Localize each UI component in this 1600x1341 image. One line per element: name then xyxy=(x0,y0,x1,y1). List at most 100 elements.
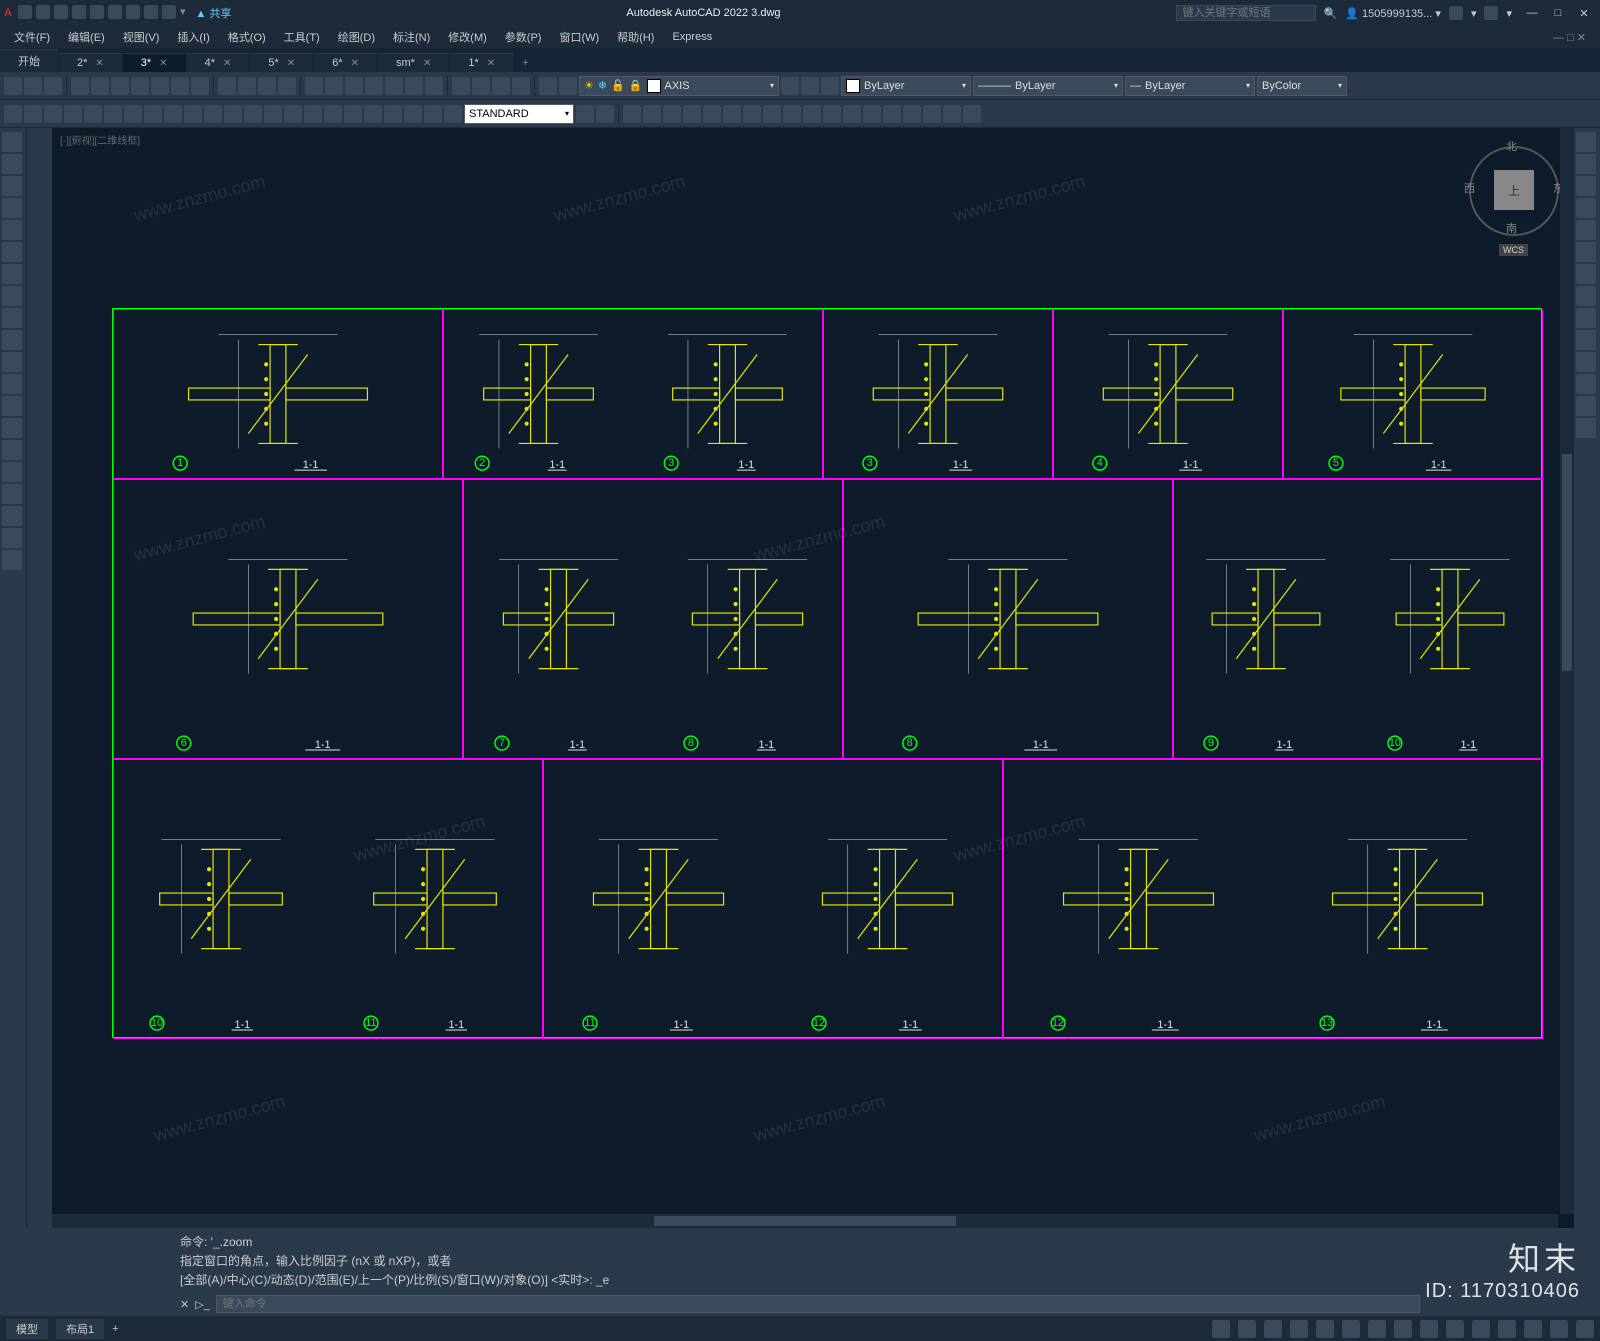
tool-icon[interactable] xyxy=(539,77,557,95)
tool-icon[interactable] xyxy=(683,105,701,123)
tool-icon[interactable] xyxy=(2,528,22,548)
tool-icon[interactable] xyxy=(703,105,721,123)
tool-icon[interactable] xyxy=(345,77,363,95)
tool-icon[interactable] xyxy=(723,105,741,123)
tool-icon[interactable] xyxy=(385,77,403,95)
qat-icon[interactable] xyxy=(36,5,50,19)
tool-icon[interactable] xyxy=(184,105,202,123)
menu-item[interactable]: 编辑(E) xyxy=(60,27,113,47)
menu-item[interactable]: 文件(F) xyxy=(6,27,58,47)
tool-icon[interactable] xyxy=(2,176,22,196)
tool-icon[interactable] xyxy=(4,105,22,123)
cmd-close-icon[interactable]: ✕ xyxy=(180,1298,189,1311)
tool-icon[interactable] xyxy=(781,77,799,95)
tool-icon[interactable] xyxy=(44,77,62,95)
tool-icon[interactable] xyxy=(204,105,222,123)
tool-icon[interactable] xyxy=(2,264,22,284)
scrollbar-v[interactable] xyxy=(1560,128,1574,1214)
status-icon[interactable] xyxy=(1550,1320,1568,1338)
file-tab[interactable]: 5*✕ xyxy=(250,53,313,72)
tool-icon[interactable] xyxy=(64,105,82,123)
status-icon[interactable] xyxy=(1524,1320,1542,1338)
tool-icon[interactable] xyxy=(244,105,262,123)
file-tab[interactable]: 开始 xyxy=(0,49,58,72)
minimize-button[interactable]: — xyxy=(1520,5,1544,21)
user-label[interactable]: 👤 1505999135... ▾ xyxy=(1345,7,1441,20)
tool-icon[interactable] xyxy=(2,374,22,394)
tool-icon[interactable] xyxy=(663,105,681,123)
tool-icon[interactable] xyxy=(2,484,22,504)
qat-icon[interactable] xyxy=(18,5,32,19)
menu-item[interactable]: 修改(M) xyxy=(440,27,495,47)
tool-icon[interactable] xyxy=(743,105,761,123)
tool-icon[interactable] xyxy=(144,105,162,123)
tool-icon[interactable] xyxy=(963,105,981,123)
menu-item[interactable]: 参数(P) xyxy=(497,27,550,47)
menu-item[interactable]: 窗口(W) xyxy=(551,27,607,47)
status-icon[interactable] xyxy=(1238,1320,1256,1338)
tool-icon[interactable] xyxy=(278,77,296,95)
qat-icon[interactable] xyxy=(72,5,86,19)
tool-icon[interactable] xyxy=(2,198,22,218)
tool-icon[interactable] xyxy=(238,77,256,95)
nav-icon[interactable] xyxy=(1576,132,1596,152)
tool-icon[interactable] xyxy=(2,220,22,240)
file-tab[interactable]: 1*✕ xyxy=(450,53,513,72)
nav-icon[interactable] xyxy=(1576,308,1596,328)
tool-icon[interactable] xyxy=(191,77,209,95)
tool-icon[interactable] xyxy=(44,105,62,123)
nav-icon[interactable] xyxy=(1576,154,1596,174)
menu-item[interactable]: 工具(T) xyxy=(276,27,328,47)
tool-icon[interactable] xyxy=(111,77,129,95)
tool-icon[interactable] xyxy=(284,105,302,123)
tool-icon[interactable] xyxy=(384,105,402,123)
tool-icon[interactable] xyxy=(2,308,22,328)
menu-item[interactable]: 标注(N) xyxy=(385,27,438,47)
scrollbar-h[interactable] xyxy=(52,1214,1558,1228)
file-tab[interactable]: 3*✕ xyxy=(123,53,186,72)
tool-icon[interactable] xyxy=(151,77,169,95)
status-icon[interactable] xyxy=(1472,1320,1490,1338)
nav-icon[interactable] xyxy=(1576,242,1596,262)
tool-icon[interactable] xyxy=(131,77,149,95)
status-icon[interactable] xyxy=(1316,1320,1334,1338)
status-icon[interactable] xyxy=(1290,1320,1308,1338)
new-tab-button[interactable]: + xyxy=(514,54,536,72)
status-icon[interactable] xyxy=(1576,1320,1594,1338)
tool-icon[interactable] xyxy=(576,105,594,123)
tool-icon[interactable] xyxy=(224,105,242,123)
tool-icon[interactable] xyxy=(365,77,383,95)
nav-icon[interactable] xyxy=(1576,286,1596,306)
nav-icon[interactable] xyxy=(1576,330,1596,350)
nav-icon[interactable] xyxy=(1576,264,1596,284)
maximize-button[interactable]: □ xyxy=(1546,5,1570,21)
tool-icon[interactable] xyxy=(264,105,282,123)
model-tab[interactable]: 模型 xyxy=(6,1319,48,1339)
tool-icon[interactable] xyxy=(404,105,422,123)
nav-icon[interactable] xyxy=(1576,198,1596,218)
tool-icon[interactable] xyxy=(325,77,343,95)
tool-icon[interactable] xyxy=(305,77,323,95)
tool-icon[interactable] xyxy=(2,330,22,350)
textstyle-dropdown[interactable]: STANDARD xyxy=(464,104,574,124)
qat-icon[interactable] xyxy=(126,5,140,19)
menu-item[interactable]: 插入(I) xyxy=(169,27,217,47)
tool-icon[interactable] xyxy=(923,105,941,123)
tool-icon[interactable] xyxy=(843,105,861,123)
tool-icon[interactable] xyxy=(763,105,781,123)
status-icon[interactable] xyxy=(1420,1320,1438,1338)
qat-icon[interactable] xyxy=(108,5,122,19)
status-icon[interactable] xyxy=(1498,1320,1516,1338)
tool-icon[interactable] xyxy=(4,77,22,95)
autodesk-icon[interactable] xyxy=(1449,6,1463,20)
status-icon[interactable] xyxy=(1342,1320,1360,1338)
tool-icon[interactable] xyxy=(596,105,614,123)
tool-icon[interactable] xyxy=(258,77,276,95)
tool-icon[interactable] xyxy=(164,105,182,123)
tool-icon[interactable] xyxy=(512,77,530,95)
file-tab[interactable]: 6*✕ xyxy=(314,53,377,72)
qat-icon[interactable] xyxy=(54,5,68,19)
search-icon[interactable]: 🔍 xyxy=(1324,7,1338,20)
tool-icon[interactable] xyxy=(2,506,22,526)
drawing-canvas[interactable]: [-][俯视][二维线框] 北 南 东 西 上 WCS 11-121-131-1… xyxy=(52,128,1574,1228)
